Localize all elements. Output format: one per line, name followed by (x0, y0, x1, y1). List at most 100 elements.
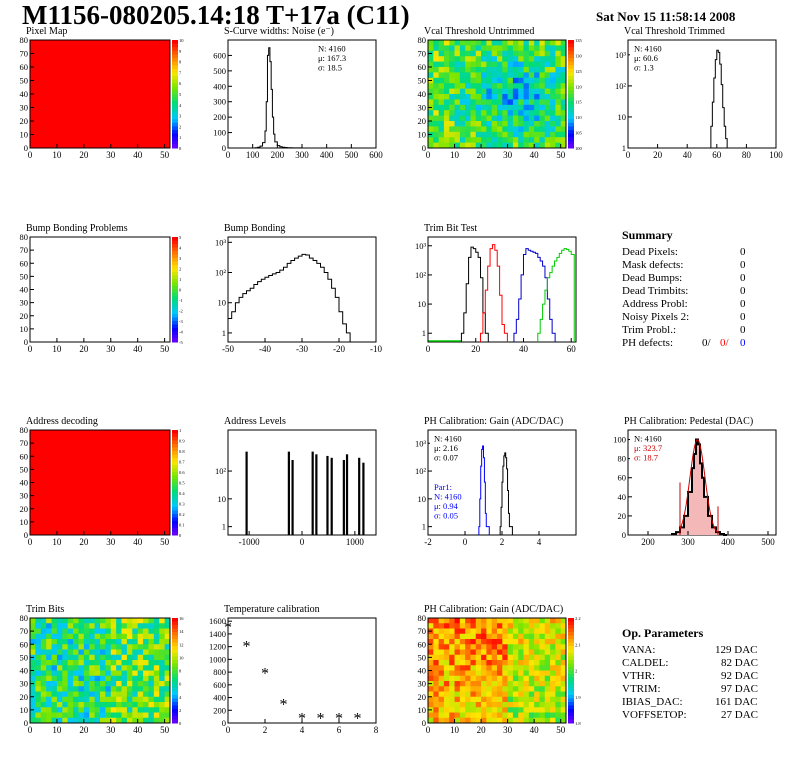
x-tick-label: 40 (683, 150, 693, 160)
colorbar-swatch (172, 40, 178, 45)
x-tick-label: 0 (426, 150, 431, 160)
colorbar-label: 10 (179, 38, 184, 43)
heatmap-cell (153, 665, 160, 671)
heatmap-cell (56, 660, 63, 666)
heatmap-cell (433, 83, 440, 89)
heatmap-cell (475, 623, 482, 629)
heatmap-cell (46, 681, 52, 687)
heatmap-cell (470, 77, 477, 84)
x-tick-label: 50 (556, 150, 566, 160)
heatmap-cell (534, 665, 540, 671)
heatmap-cell (470, 628, 477, 635)
heatmap-cell (94, 691, 101, 698)
heatmap-cell (433, 633, 440, 640)
heatmap-cell (100, 665, 106, 671)
heatmap-cell (137, 660, 144, 666)
heatmap-cell (459, 94, 466, 100)
level-bar (326, 455, 329, 535)
heatmap-cell (550, 121, 556, 127)
heatmap-cell (35, 681, 42, 687)
heatmap-cell (555, 639, 562, 645)
y-tick-label: 20 (20, 311, 29, 321)
heatmap-cell (159, 623, 166, 629)
heatmap-cell (555, 40, 562, 46)
x-tick-label: 30 (503, 725, 513, 735)
heatmap-cell (148, 670, 155, 677)
summary-row: Dead Bumps: 0 (622, 272, 746, 285)
heatmap-cell (523, 50, 530, 57)
heatmap-cell (475, 717, 482, 724)
heatmap-cell (486, 77, 493, 84)
heatmap-cell (40, 644, 47, 650)
heatmap-cell (518, 115, 524, 122)
heatmap-cell (470, 712, 477, 719)
heatmap-cell (153, 633, 160, 640)
heatmap-cell (507, 717, 514, 724)
x-tick-label: 60 (712, 150, 722, 160)
heatmap-cell (459, 717, 466, 724)
level-bar (287, 451, 290, 535)
heatmap-cell (486, 644, 493, 650)
colorbar-label: 3 (179, 114, 182, 119)
heatmap-cell (481, 681, 487, 687)
heatmap-cell (159, 707, 166, 713)
heatmap-cell (443, 639, 450, 645)
heatmap-cell (116, 644, 122, 650)
heatmap-cell (470, 670, 477, 677)
heatmap-cell (491, 131, 498, 138)
heatmap-cell (67, 675, 74, 682)
colorbar-swatch (172, 458, 178, 462)
heatmap-cell (475, 665, 482, 671)
heatmap-cell (475, 644, 482, 650)
heatmap-cell (544, 67, 551, 73)
heatmap-cell (428, 142, 434, 149)
heatmap-cell (459, 61, 466, 68)
heatmap-cell (560, 56, 567, 62)
x-tick-label: -50 (222, 344, 234, 354)
colorbar-swatch (172, 126, 178, 131)
colorbar-swatch (568, 90, 574, 95)
y-tick-label: 70 (20, 49, 29, 59)
heatmap-cell (481, 88, 487, 95)
heatmap-cell (428, 665, 434, 671)
heatmap-cell (518, 72, 524, 79)
heatmap-cell (481, 56, 487, 62)
colorbar-swatch (172, 632, 178, 636)
colorbar-swatch (568, 618, 574, 622)
heatmap-cell (121, 660, 128, 666)
heatmap-cell (116, 712, 122, 719)
colorbar-swatch (172, 705, 178, 710)
heatmap-cell (475, 126, 482, 133)
heatmap-cell (528, 649, 535, 656)
timestamp: Sat Nov 15 11:58:14 2008 (596, 9, 736, 24)
y-tick-label: 70 (20, 245, 29, 255)
y-tick-label: 50 (418, 76, 427, 86)
heatmap-cell (502, 618, 509, 624)
heatmap-cell (62, 654, 69, 661)
colorbar-label: 120 (575, 84, 583, 89)
heatmap-cell (132, 644, 139, 650)
heatmap-cell (164, 712, 171, 719)
heatmap-cell (459, 115, 466, 122)
colorbar-swatch (568, 709, 574, 713)
heatmap-cell (497, 712, 503, 719)
heatmap-cell (30, 644, 36, 650)
heatmap-cell (486, 142, 493, 149)
heatmap-cell (518, 712, 524, 719)
heatmap-cell (73, 628, 79, 635)
x-tick-label: 80 (742, 150, 752, 160)
heatmap-cell (475, 639, 482, 645)
heatmap-cell (46, 717, 52, 724)
heatmap-cell (89, 649, 96, 656)
heatmap-cell (470, 702, 477, 708)
param-label: VTRIM: (622, 683, 661, 695)
fit-curve (679, 439, 718, 533)
heatmap-cell (497, 50, 503, 57)
y-tick-label: 0 (24, 530, 28, 540)
colorbar-swatch (172, 115, 178, 120)
heatmap-cell (512, 628, 519, 635)
heatmap-cell (518, 691, 524, 698)
colorbar-label: 2 (179, 708, 181, 713)
colorbar-swatch (172, 133, 178, 138)
x-tick-label: -1000 (239, 537, 260, 547)
